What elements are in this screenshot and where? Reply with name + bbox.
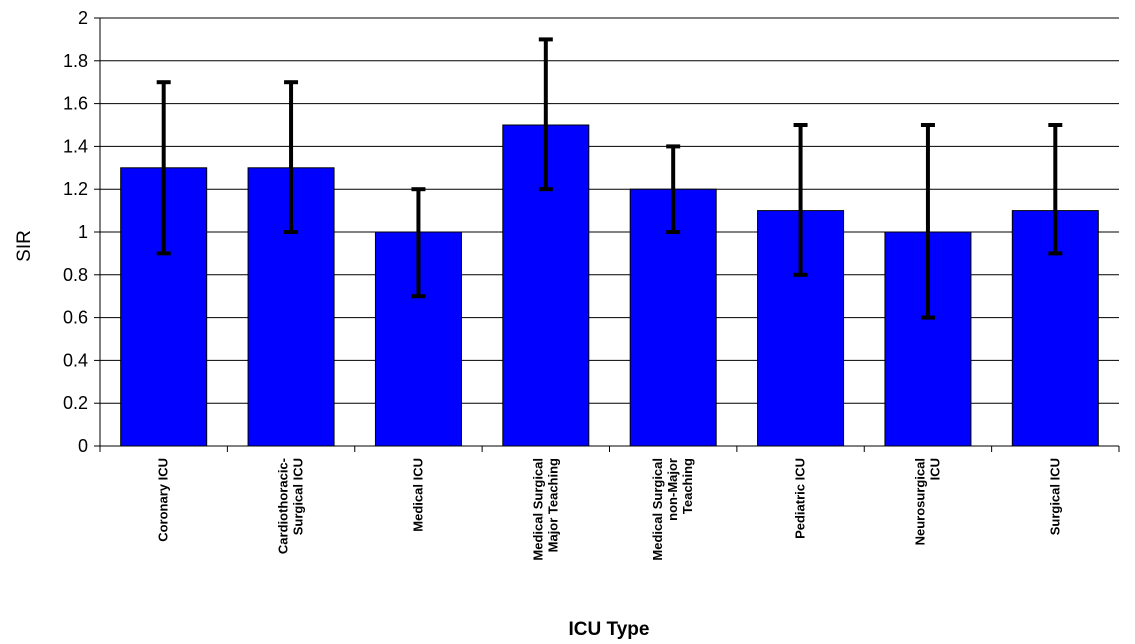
x-category-label: Cardiothoracic- Surgical ICU	[276, 458, 306, 554]
x-category-label-line: Medical Surgical	[530, 458, 545, 561]
axes	[94, 17, 1120, 452]
x-category-label-line: Pediatric ICU	[793, 458, 808, 539]
y-tick-label: 1.4	[63, 136, 88, 156]
x-category-labels: Coronary ICU Cardiothoracic- Surgical ICU M…	[156, 458, 1063, 561]
x-category-label: Pediatric ICU	[793, 458, 808, 539]
y-tick-label: 0.2	[63, 393, 88, 413]
x-category-label-line: Medical ICU	[410, 458, 425, 532]
x-category-label: Medical Surgical Major Teaching	[530, 458, 560, 561]
y-tick-label: 1.8	[63, 51, 88, 71]
x-category-label-line: Medical Surgical	[650, 458, 665, 561]
x-axis-title: ICU Type	[569, 619, 650, 640]
error-bars	[156, 37, 1063, 320]
x-category-label-line: Cardiothoracic-	[276, 458, 291, 554]
x-category-label-line: Neurosurgical	[912, 458, 927, 545]
y-axis-title: SIR	[14, 230, 35, 262]
y-tick-label: 0.6	[63, 308, 88, 328]
y-tick-label: 1.6	[63, 94, 88, 114]
x-category-label: Neurosurgical ICU	[912, 458, 942, 545]
x-category-label-line: non-Major	[665, 458, 680, 521]
x-category-label-line: Major Teaching	[545, 458, 560, 552]
y-tick-label: 1.2	[63, 179, 88, 199]
y-tick-label: 0.8	[63, 265, 88, 285]
bars	[120, 124, 1099, 447]
y-tick-labels: 0 0.2 0.4 0.6 0.8 1 1.2 1.4 1.6 1.8 2	[63, 8, 88, 456]
x-category-label: Coronary ICU	[156, 458, 171, 542]
x-category-label-line: Teaching	[680, 458, 695, 514]
y-tick-label: 2	[78, 8, 88, 28]
x-category-label: Medical Surgical non-Major Teaching	[650, 458, 695, 561]
x-category-label-line: Coronary ICU	[156, 458, 171, 542]
x-category-label-line: Surgical ICU	[1047, 458, 1062, 535]
x-category-label: Medical ICU	[410, 458, 425, 532]
x-category-label-line: Surgical ICU	[291, 458, 306, 535]
y-tick-label: 1	[78, 222, 88, 242]
y-tick-label: 0	[78, 436, 88, 456]
x-category-label-line: ICU	[927, 458, 942, 480]
x-category-label: Surgical ICU	[1047, 458, 1062, 535]
y-tick-label: 0.4	[63, 350, 88, 370]
